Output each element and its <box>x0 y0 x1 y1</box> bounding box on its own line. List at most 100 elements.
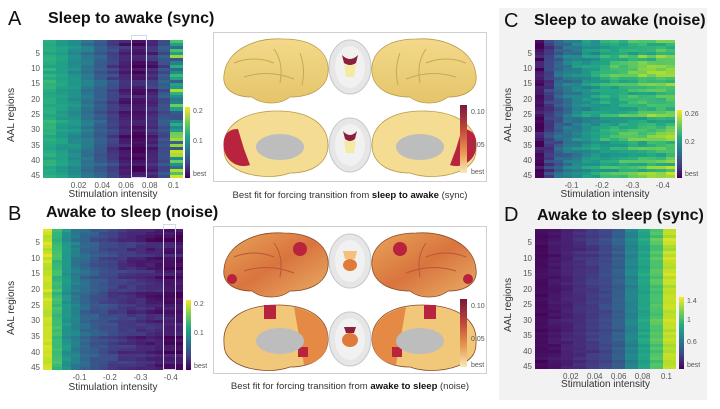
heatmap-cell <box>611 313 625 317</box>
heatmap-cell <box>624 250 638 254</box>
heatmap-cell <box>145 279 155 283</box>
heatmap-cell <box>544 73 554 77</box>
heatmap-cell <box>55 144 69 148</box>
heatmap-cell <box>544 95 554 99</box>
heatmap-cell <box>553 165 563 169</box>
heatmap-cell <box>547 353 561 357</box>
heatmap-cell <box>665 82 675 86</box>
heatmap-cell <box>590 131 601 136</box>
heatmap-cell <box>535 89 545 93</box>
heatmap-cell <box>663 238 676 242</box>
heatmap-cell <box>663 257 676 261</box>
colorbar-tick-label: best <box>193 171 207 178</box>
heatmap-cell <box>144 104 158 108</box>
heatmap-cell <box>560 306 574 310</box>
heatmap-cell <box>665 135 675 139</box>
heatmap-cell <box>553 168 563 172</box>
heatmap-cell <box>618 159 629 163</box>
heatmap-cell <box>650 235 664 239</box>
heatmap-cell <box>132 95 145 99</box>
heatmap-cell <box>117 279 127 283</box>
heatmap-cell <box>55 49 69 53</box>
heatmap-cell <box>544 92 554 96</box>
heatmap-cell <box>43 55 56 59</box>
heatmap-cell <box>81 162 94 166</box>
heatmap-cell <box>650 294 664 298</box>
heatmap-cell <box>164 360 174 364</box>
heatmap-cell <box>98 229 109 233</box>
heatmap-cell <box>132 58 145 62</box>
heatmap-cell <box>599 281 612 285</box>
heatmap-cell <box>68 43 82 47</box>
heatmap-cell <box>173 282 183 286</box>
heatmap-cell <box>656 156 666 160</box>
heatmap-cell <box>144 73 158 77</box>
heatmap-cell <box>119 135 133 139</box>
heatmap-cell <box>600 52 610 56</box>
heatmap-cell <box>80 266 90 270</box>
heatmap-cell <box>117 297 127 302</box>
x-tick-label: 0.06 <box>610 372 627 381</box>
heatmap-cell <box>637 101 647 105</box>
heatmap-cell <box>89 354 99 358</box>
heatmap-cell <box>68 150 82 154</box>
heatmap-cell <box>544 150 554 154</box>
heatmap-cell <box>650 309 664 313</box>
heatmap-cell <box>70 272 81 276</box>
heatmap-cell <box>628 89 638 93</box>
heatmap-cell <box>132 141 145 145</box>
heatmap-cell <box>586 341 600 345</box>
heatmap-cell <box>628 43 638 47</box>
heatmap-cell <box>637 275 651 279</box>
heatmap-cell <box>43 344 53 349</box>
heatmap-cell <box>624 328 638 332</box>
heatmap-cell <box>650 278 664 282</box>
heatmap-cell <box>132 67 145 71</box>
heatmap-cell <box>611 238 625 242</box>
heatmap-cell <box>80 282 90 286</box>
heatmap-cell <box>586 350 600 354</box>
heatmap-cell <box>106 58 120 62</box>
heatmap-cell <box>89 291 99 295</box>
heatmap-cell <box>535 288 548 292</box>
heatmap-cell <box>108 241 118 245</box>
heatmap-cell <box>145 235 155 239</box>
heatmap-cell <box>119 153 133 157</box>
heatmap-cell <box>624 331 638 335</box>
heatmap-cell <box>650 281 664 285</box>
colorbar-c <box>677 110 682 178</box>
heatmap-cell <box>590 46 601 50</box>
heatmap-cell <box>55 98 69 102</box>
heatmap-cell <box>544 82 554 86</box>
x-tick-label: 0.06 <box>118 181 134 190</box>
heatmap-cell <box>136 304 146 308</box>
heatmap-cell <box>560 247 574 251</box>
y-tick-label: 40 <box>31 347 40 357</box>
heatmap-cell <box>173 307 183 311</box>
heatmap-cell <box>80 335 90 339</box>
heatmap-cell <box>80 250 90 255</box>
heatmap-cell <box>144 58 158 62</box>
heatmap-cell <box>89 313 99 317</box>
heatmap-cell <box>560 263 574 267</box>
heatmap-c <box>535 40 675 178</box>
heatmap-cell <box>173 229 183 233</box>
heatmap-cell <box>586 229 600 233</box>
heatmap-cell <box>106 141 120 145</box>
heatmap-cell <box>144 150 158 154</box>
heatmap-cell <box>132 61 145 65</box>
heatmap-cell <box>81 110 94 114</box>
heatmap-cell <box>600 168 610 172</box>
heatmap-cell <box>108 338 118 342</box>
heatmap-cell <box>136 366 146 370</box>
heatmap-cell <box>68 61 82 65</box>
heatmap-cell <box>145 285 155 289</box>
x-tick-label: 0.08 <box>141 181 158 190</box>
heatmap-cell <box>572 144 582 148</box>
heatmap-cell <box>145 241 155 245</box>
heatmap-cell <box>52 272 62 276</box>
heatmap-cell <box>553 79 563 83</box>
x-tick-label: -0.2 <box>103 373 117 382</box>
heatmap-cell <box>43 116 56 120</box>
heatmap-cell <box>656 107 666 111</box>
